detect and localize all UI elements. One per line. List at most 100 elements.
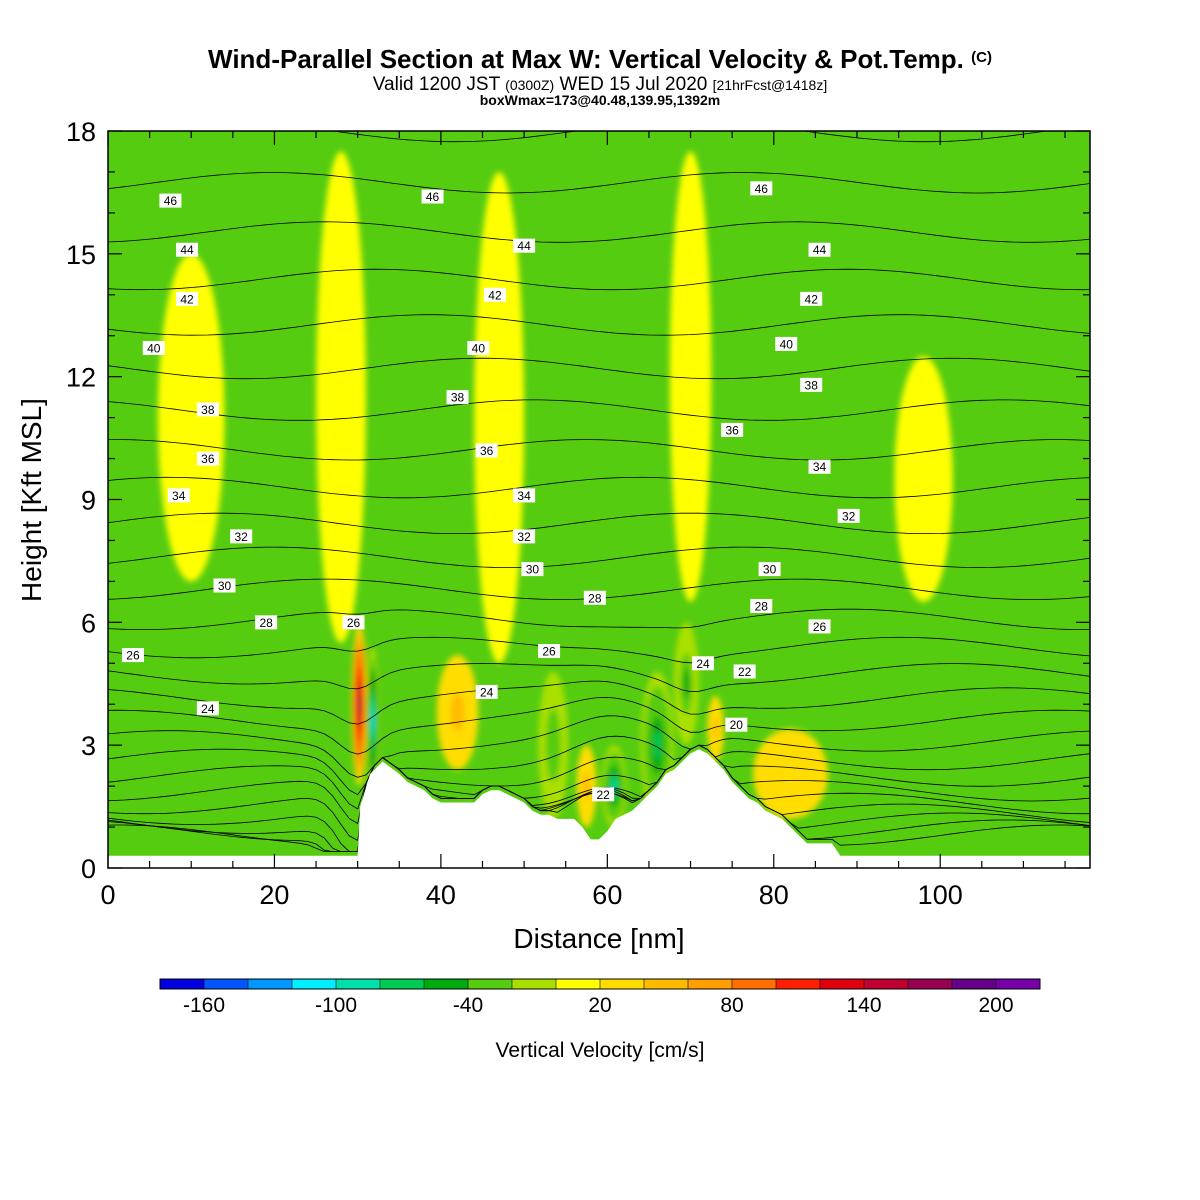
- colorbar-swatch: [204, 979, 249, 989]
- contour-label-text: 34: [172, 489, 186, 503]
- theta-contour: [108, 399, 1090, 421]
- contour-label-bg: [808, 242, 831, 257]
- colorbar-swatch: [292, 979, 337, 989]
- contour-label: 42: [483, 287, 506, 302]
- theta-contour: [108, 68, 1090, 89]
- theta-contour: [108, 546, 1090, 569]
- contour-label-text: 22: [738, 665, 752, 679]
- velocity-cell: [174, 335, 208, 500]
- contour-label-bg: [421, 189, 444, 204]
- contour-label: 36: [721, 422, 744, 437]
- y-tick-label: 6: [81, 608, 96, 638]
- contour-label-bg: [721, 422, 744, 437]
- colorbar-swatch: [336, 979, 381, 989]
- contour-label: 22: [592, 787, 615, 802]
- y-tick-label: 9: [81, 486, 96, 516]
- contour-label: 30: [521, 562, 544, 577]
- contour-label: 24: [692, 656, 715, 671]
- theta-contour: [108, 696, 1090, 755]
- contour-label-bg: [342, 615, 365, 630]
- contour-label-text: 40: [472, 342, 486, 356]
- theta-contour: [108, 13, 1090, 34]
- contour-label-bg: [750, 598, 773, 613]
- terrain-profile: [108, 749, 1090, 868]
- contour-label-bg: [121, 648, 144, 663]
- colorbar-swatch: [776, 979, 821, 989]
- theta-contour: [108, 357, 1090, 380]
- velocity-cell: [486, 294, 512, 541]
- contour-label-text: 26: [813, 620, 827, 634]
- contour-label: 40: [775, 336, 798, 351]
- colorbar-tick-label: -40: [453, 994, 483, 1017]
- colorbar-tick-label: -100: [315, 994, 357, 1017]
- contour-label-bg: [538, 643, 561, 658]
- contour-label: 40: [142, 341, 165, 356]
- contour-label-text: 36: [480, 444, 494, 458]
- contour-label-text: 38: [201, 403, 215, 417]
- contour-label-text: 34: [813, 460, 827, 474]
- theta-contour: [108, 744, 1090, 810]
- contour-label-text: 26: [542, 644, 556, 658]
- colorbar-swatch: [996, 979, 1041, 989]
- contour-label: 30: [758, 562, 781, 577]
- contour-label-bg: [176, 291, 199, 306]
- velocity-cell: [358, 695, 361, 714]
- contour-label: 26: [808, 619, 831, 634]
- colorbar: -160 -100 -40 20 80 140 200: [159, 978, 1041, 1017]
- y-axis-label: Height [Kft MSL]: [16, 398, 47, 602]
- colorbar-swatch: [820, 979, 865, 989]
- colorbar-swatch: [380, 979, 425, 989]
- theta-contour: [108, 314, 1090, 336]
- contour-label: 42: [800, 291, 823, 306]
- contour-label-bg: [196, 402, 219, 417]
- y-tick-label: 18: [66, 117, 96, 147]
- contour-label-bg: [513, 529, 536, 544]
- contour-label-text: 42: [805, 292, 819, 306]
- contour-label-bg: [808, 619, 831, 634]
- theta-contour: [108, 439, 1090, 461]
- contour-label-text: 46: [755, 182, 769, 196]
- colorbar-label: Vertical Velocity [cm/s]: [496, 1039, 705, 1062]
- contour-label-text: 42: [180, 292, 194, 306]
- colorbar-tick-label: 200: [978, 994, 1013, 1017]
- valid-date: WED 15 Jul 2020: [559, 74, 708, 95]
- contour-label-text: 26: [126, 649, 140, 663]
- y-tick-label: 3: [81, 731, 96, 761]
- contour-label-text: 28: [755, 599, 769, 613]
- contour-label: 24: [196, 701, 219, 716]
- contour-label-bg: [583, 590, 606, 605]
- contour-label: 46: [750, 181, 773, 196]
- box-wmax-info: boxWmax=173@40.48,139.95,1392m: [479, 92, 721, 108]
- contour-label-text: 30: [218, 579, 232, 593]
- contour-label-bg: [750, 181, 773, 196]
- contour-label-text: 46: [164, 194, 178, 208]
- colorbar-swatch: [864, 979, 909, 989]
- contour-label: 44: [513, 238, 536, 253]
- colorbar-tick-label: 80: [720, 994, 743, 1017]
- contour-label: 46: [421, 189, 444, 204]
- contour-label-text: 38: [451, 391, 465, 405]
- contour-label: 28: [255, 615, 278, 630]
- theta-contour: [108, 268, 1090, 291]
- contour-label-text: 20: [730, 718, 744, 732]
- theta-contour: [108, 663, 1090, 693]
- contour-label-bg: [142, 341, 165, 356]
- colorbar-swatch: [468, 979, 513, 989]
- plot-area: 46 44 42 40 38 36 34 32 30 28 26 24 46 44 42 40 38 36 34 32…: [108, 13, 1090, 868]
- colorbar-swatch: [512, 979, 557, 989]
- contour-label-bg: [196, 701, 219, 716]
- theta-contour: [108, 680, 1090, 725]
- colorbar-swatch: [732, 979, 777, 989]
- contour-label: 46: [159, 193, 182, 208]
- contour-label-text: 40: [780, 337, 794, 351]
- contour-label: 34: [167, 488, 190, 503]
- velocity-cell: [653, 730, 661, 760]
- contour-label-text: 28: [588, 591, 602, 605]
- contour-label-text: 28: [259, 616, 273, 630]
- y-tick-label: 15: [66, 240, 96, 270]
- contour-label-bg: [467, 341, 490, 356]
- contour-label: 34: [808, 459, 831, 474]
- theta-contour: [108, 131, 1050, 143]
- colorbar-tick-label: -160: [183, 994, 225, 1017]
